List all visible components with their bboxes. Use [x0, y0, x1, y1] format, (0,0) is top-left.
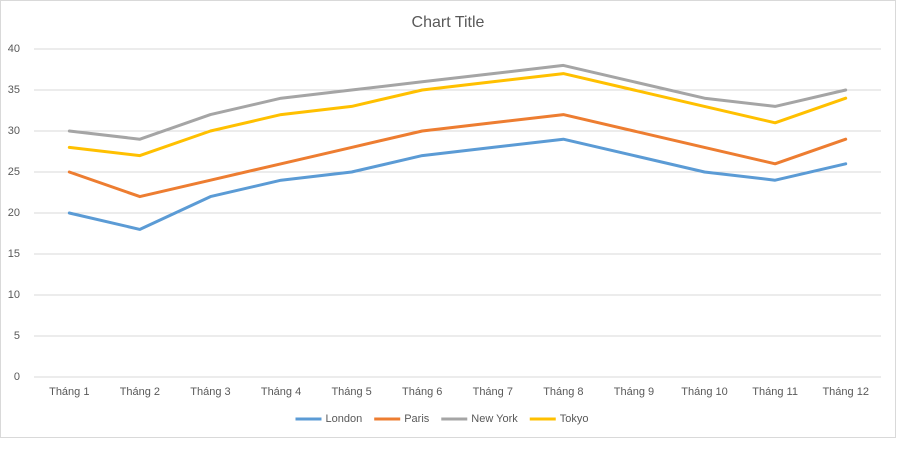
x-tick-label: Tháng 9	[614, 386, 654, 398]
y-tick-label: 20	[8, 207, 20, 219]
y-tick-label: 25	[8, 166, 20, 178]
x-tick-label: Tháng 1	[49, 386, 89, 398]
x-tick-label: Tháng 2	[120, 386, 160, 398]
x-tick-label: Tháng 12	[822, 386, 868, 398]
y-tick-label: 30	[8, 125, 20, 137]
chart-title: Chart Title	[412, 14, 485, 31]
x-tick-label: Tháng 10	[681, 386, 727, 398]
x-tick-label: Tháng 7	[473, 386, 513, 398]
y-tick-label: 10	[8, 289, 20, 301]
y-tick-label: 5	[14, 330, 20, 342]
y-tick-label: 15	[8, 248, 20, 260]
x-tick-label: Tháng 11	[752, 386, 798, 398]
legend-label: Paris	[404, 413, 430, 425]
y-tick-label: 0	[14, 371, 20, 383]
x-tick-label: Tháng 6	[402, 386, 442, 398]
x-tick-label: Tháng 5	[331, 386, 371, 398]
chart-border	[0, 0, 896, 438]
series-line	[67, 72, 848, 158]
series-line	[67, 63, 848, 141]
x-tick-label: Tháng 3	[190, 386, 230, 398]
legend-label: London	[325, 413, 362, 425]
series-line	[67, 137, 848, 231]
legend-label: New York	[471, 413, 518, 425]
y-tick-label: 40	[8, 43, 20, 55]
x-tick-label: Tháng 8	[543, 386, 583, 398]
series-line	[67, 113, 848, 199]
x-tick-label: Tháng 4	[261, 386, 301, 398]
legend-label: Tokyo	[560, 413, 589, 425]
y-tick-label: 35	[8, 84, 20, 96]
